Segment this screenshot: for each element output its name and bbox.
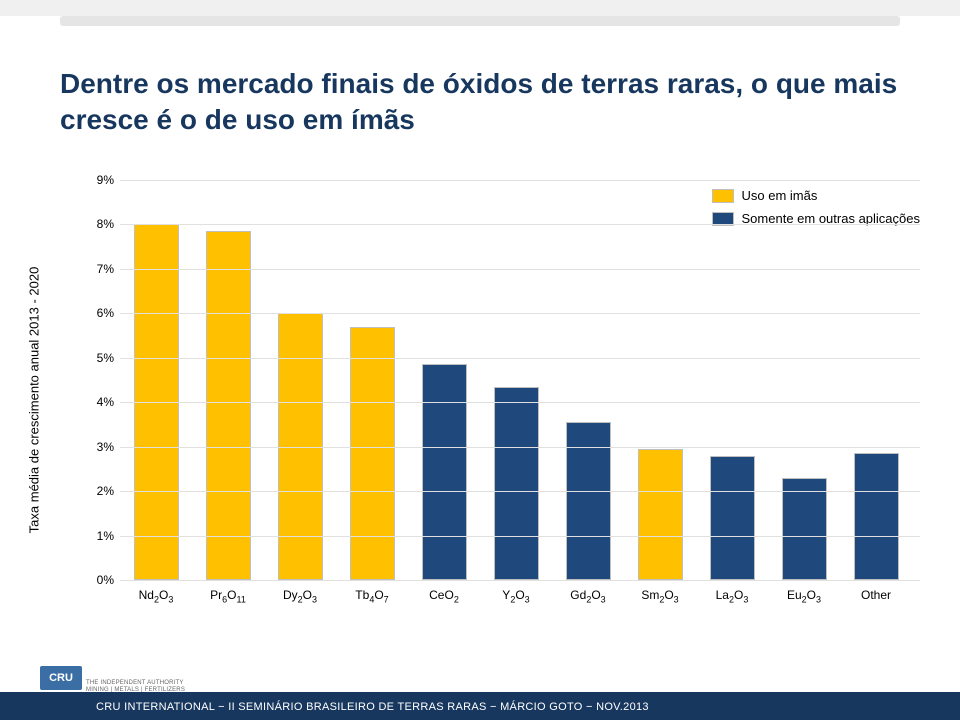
y-tick-label: 8%: [84, 217, 114, 231]
x-tick-label: Pr6O11: [192, 588, 264, 604]
plot-area: [120, 180, 920, 580]
legend-label: Uso em imãs: [742, 188, 818, 203]
gridline: [120, 491, 920, 492]
gridline: [120, 402, 920, 403]
legend-item: Uso em imãs: [712, 188, 920, 203]
x-tick-label: Other: [840, 588, 912, 602]
slide-title: Dentre os mercado finais de óxidos de te…: [60, 66, 900, 139]
x-tick-label: CeO2: [408, 588, 480, 604]
x-tick-label: Y2O3: [480, 588, 552, 604]
y-tick-label: 0%: [84, 573, 114, 587]
gridline: [120, 313, 920, 314]
y-tick-label: 3%: [84, 440, 114, 454]
y-tick-label: 7%: [84, 262, 114, 276]
footer-text: CRU INTERNATIONAL − II SEMINÁRIO BRASILE…: [96, 701, 649, 713]
logo-tagline-1: THE INDEPENDENT AUTHORITY: [86, 680, 184, 686]
gridline: [120, 358, 920, 359]
x-tick-label: Eu2O3: [768, 588, 840, 604]
x-tick-label: La2O3: [696, 588, 768, 604]
gridline: [120, 447, 920, 448]
x-tick-label: Sm2O3: [624, 588, 696, 604]
bar: [206, 231, 251, 580]
y-tick-label: 1%: [84, 529, 114, 543]
legend-swatch: [712, 189, 734, 203]
bar: [494, 387, 539, 580]
gridline: [120, 580, 920, 581]
x-tick-label: Tb4O7: [336, 588, 408, 604]
x-tick-label: Nd2O3: [120, 588, 192, 604]
x-tick-label: Dy2O3: [264, 588, 336, 604]
bar: [638, 449, 683, 580]
y-axis-label: Taxa média de crescimento anual 2013 - 2…: [27, 267, 42, 534]
cru-logo: CRU: [40, 666, 82, 690]
chart-legend: Uso em imãsSomente em outras aplicações: [712, 188, 920, 234]
y-tick-label: 9%: [84, 173, 114, 187]
gridline: [120, 224, 920, 225]
bar: [854, 453, 899, 580]
gridline: [120, 269, 920, 270]
x-tick-label: Gd2O3: [552, 588, 624, 604]
bar: [782, 478, 827, 580]
legend-swatch: [712, 212, 734, 226]
bar: [350, 327, 395, 580]
y-tick-label: 2%: [84, 484, 114, 498]
y-tick-label: 4%: [84, 395, 114, 409]
gridline: [120, 180, 920, 181]
gridline: [120, 536, 920, 537]
slide-top-bar: [60, 16, 900, 26]
y-tick-label: 5%: [84, 351, 114, 365]
y-tick-label: 6%: [84, 306, 114, 320]
bar: [710, 456, 755, 580]
bar: [422, 364, 467, 580]
slide-top-edge: [0, 0, 960, 16]
bar-chart: Taxa média de crescimento anual 2013 - 2…: [40, 180, 940, 620]
